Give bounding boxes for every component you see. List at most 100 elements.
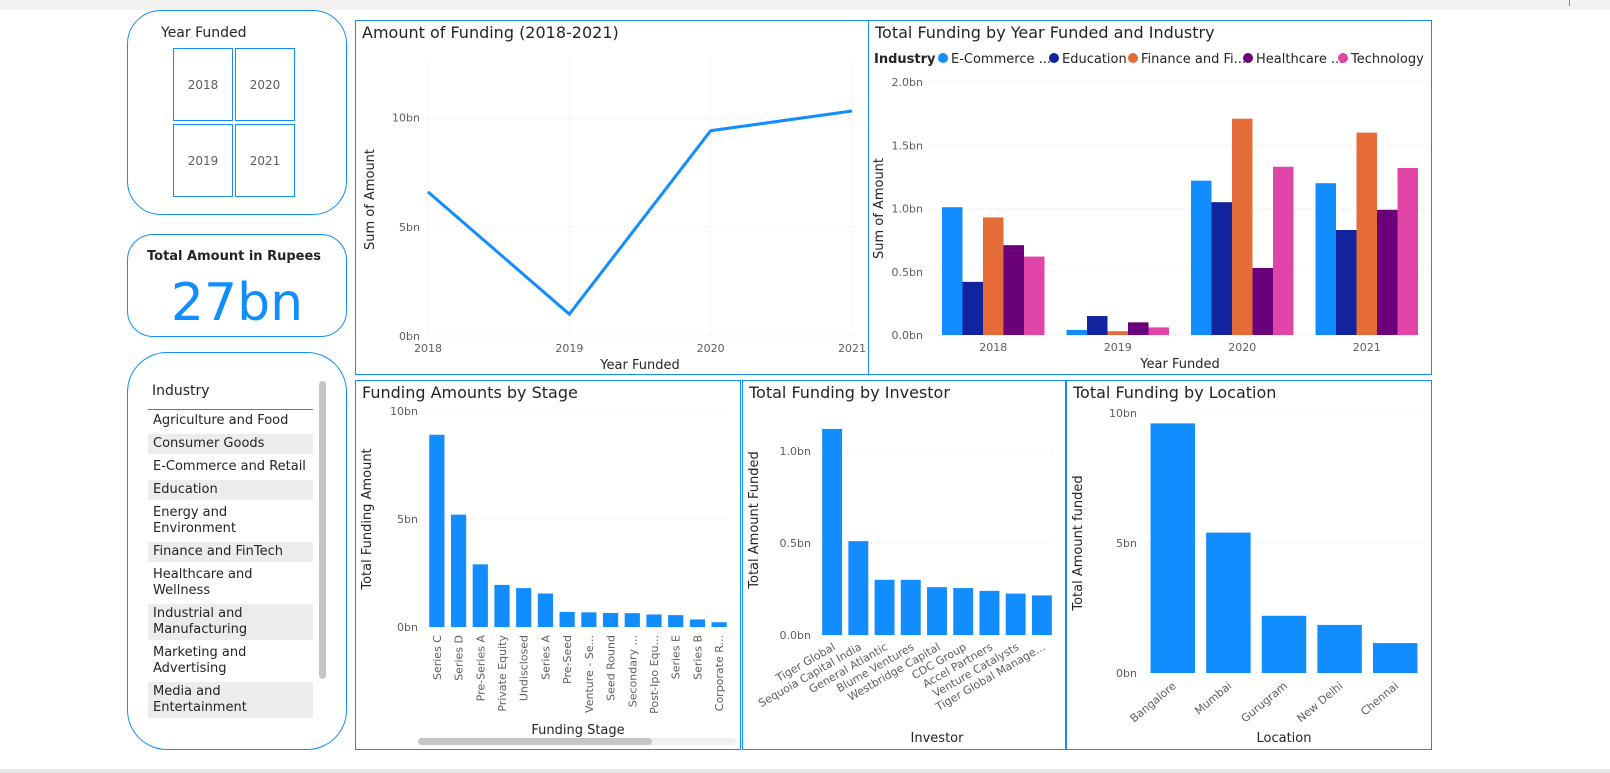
bar [516,588,532,627]
y-tick-label: 5bn [397,513,418,526]
industry-item[interactable]: Education [148,480,313,500]
x-tick-label: Gurugram [1239,679,1290,725]
x-axis-title: Location [1257,731,1312,746]
bar [472,564,488,627]
kpi-label: Total Amount in Rupees [147,249,322,264]
bar [429,434,445,627]
industry-item[interactable]: Professional Services [148,721,313,723]
x-tick-label: Seed Round [605,635,618,701]
bar [1087,316,1108,335]
industry-item[interactable]: Healthcare and Wellness [153,567,253,598]
industry-list-scrollbar[interactable] [319,381,326,679]
x-tick-label: Undisclosed [518,635,531,701]
x-tick-label: 2021 [838,342,866,355]
industry-list: Agriculture and Food Consumer Goods E-Comm… [148,411,313,723]
industry-item[interactable]: Media and Entertainment [148,682,313,718]
stage-chart-scrollbar[interactable] [418,738,652,745]
legend-title: Industry [874,52,936,67]
bar [1315,183,1336,335]
legend-label: Technology [1350,52,1424,67]
industry-item[interactable]: Consumer Goods [148,434,313,454]
year-slicer: Year Funded 2018 2020 2019 2021 [127,10,347,215]
top-strip-tick [1569,0,1570,6]
y-tick-label: 2.0bn [892,76,923,89]
bar [1273,166,1294,335]
bar [1252,267,1273,335]
kpi-card: Total Amount in Rupees 27bn [127,234,347,337]
industry-item[interactable]: E-Commerce and Retail [153,459,306,474]
y-axis-title: Total Funding Amount [360,448,375,590]
bar [848,541,869,635]
year-slicer-title: Year Funded [161,25,247,41]
x-tick-label: Secondary ... [626,635,639,707]
y-tick-label: 0bn [397,621,418,634]
y-axis-title: Total Amount funded [1071,475,1086,611]
x-tick-label: Series E [670,635,683,679]
x-tick-label: Series A [539,635,552,680]
y-axis-title: Sum of Amount [872,158,887,259]
industry-slicer-divider [148,409,313,410]
y-tick-label: 5bn [399,221,420,234]
legend-label: Healthcare ... [1256,52,1343,67]
x-tick-label: Post-Ipo Equ... [648,635,661,714]
year-tile-2018[interactable]: 2018 [173,48,233,121]
legend-swatch [1243,53,1253,63]
industry-item[interactable]: Finance and FinTech [148,542,313,562]
y-tick-label: 0bn [399,330,420,343]
grouped-chart-title: Total Funding by Year Funded and Industr… [875,23,1215,42]
y-tick-label: 10bn [392,112,420,125]
bar [1206,532,1251,673]
year-tile-2021[interactable]: 2021 [235,124,295,197]
y-tick-label: 0.0bn [780,629,811,642]
bar [983,217,1004,335]
bar [927,587,947,635]
year-tile-2020[interactable]: 2020 [235,48,295,121]
industry-item[interactable]: Marketing and Advertising [153,645,247,676]
kpi-value: 27bn [170,273,304,333]
x-tick-label: Series B [691,635,704,680]
line-chart: 0bn 5bn 10bn Sum of Amount Year Funded 2018 20… [363,63,866,373]
industry-item[interactable]: Energy and Environment [153,505,237,536]
stage-chart-title: Funding Amounts by Stage [362,383,578,402]
grouped-bar-chart: 0.0bn 0.5bn 1.0bn 1.5bn 2.0bn Sum of Amount Ye… [872,52,1429,372]
x-tick-label: 2019 [555,342,583,355]
location-bar-chart: 0bn 5bn 10bn Total Amount funded Location Ban… [1071,407,1423,746]
location-chart-panel: Total Funding by Location 0bn 5bn 10bn Tota… [1066,380,1432,750]
x-tick-label: Series C [431,635,444,680]
industry-item[interactable]: Industrial and Manufacturing [148,604,313,640]
x-tick-label: 2019 [1104,341,1132,354]
bar [900,579,921,635]
y-tick-label: 1.0bn [780,445,811,458]
y-tick-label: 10bn [390,405,418,418]
bar [953,588,974,635]
x-tick-label: Pre-Seed [561,635,574,684]
x-axis-title: Funding Stage [531,723,624,738]
industry-item[interactable]: Agriculture and Food [153,413,289,428]
y-tick-label: 1.5bn [892,139,923,152]
x-tick-label: Mumbai [1192,679,1234,717]
x-axis-title: Year Funded [1139,357,1219,372]
year-tile-2019[interactable]: 2019 [173,124,233,197]
bar [1031,595,1052,635]
x-tick-label: 2021 [1353,341,1381,354]
bar [646,614,662,627]
bar [874,579,895,635]
bar [1261,615,1307,673]
bar [822,428,843,635]
legend-swatch [1128,53,1138,63]
bar [581,612,597,627]
x-tick-label: Series D [453,635,466,681]
stage-chart-panel: Funding Amounts by Stage 0bn 5bn 10bn Total… [355,380,741,750]
bar [1191,180,1212,335]
bar [1005,593,1026,635]
series-line [427,109,853,317]
x-tick-label: Chennai [1358,679,1401,718]
industry-slicer-title: Industry [152,383,210,399]
bottom-strip [0,769,1610,773]
bar [1024,256,1045,335]
y-axis-title: Total Amount Funded [747,451,762,589]
x-axis-title: Year Funded [599,358,679,373]
location-chart-title: Total Funding by Location [1073,383,1277,402]
bar [1317,624,1362,673]
y-tick-label: 0.5bn [780,537,811,550]
